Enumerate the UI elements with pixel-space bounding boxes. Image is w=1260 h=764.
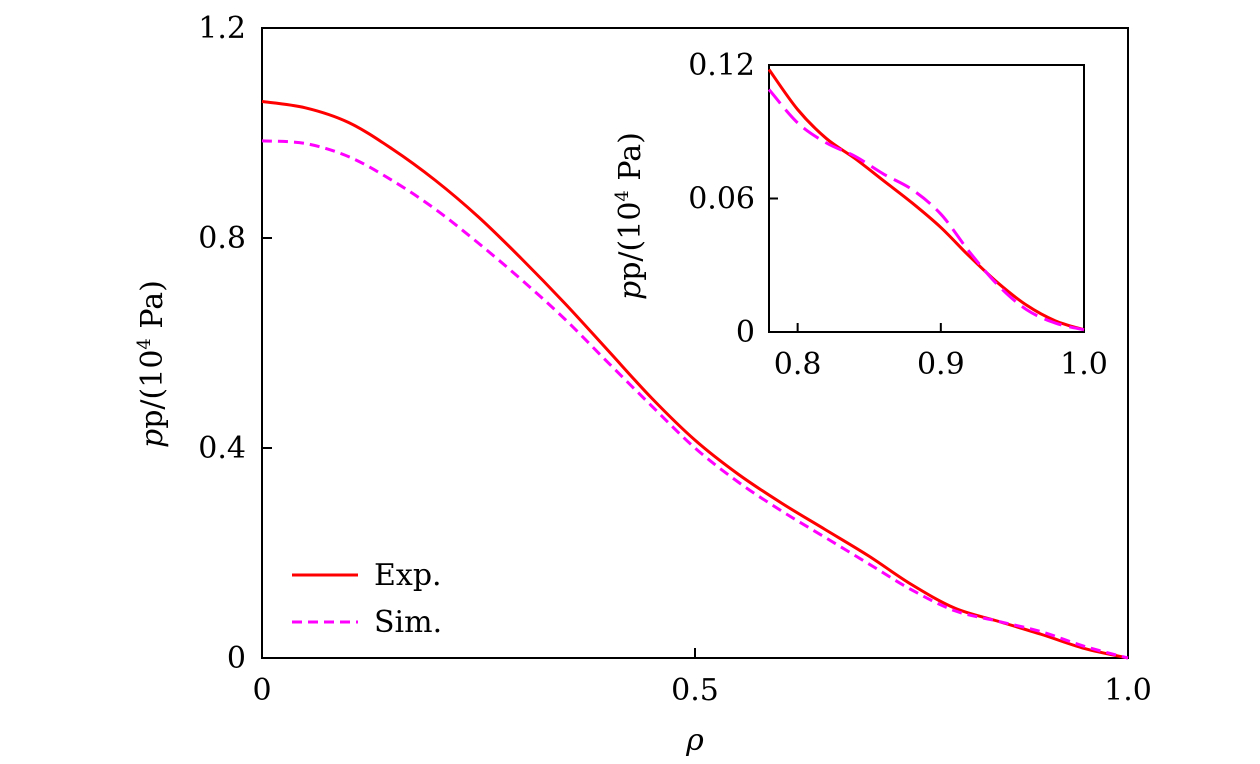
inset-x-tick-label: 0.8 [774,347,822,382]
main-x-tick-label: 0 [252,673,271,708]
main-x-tick-label: 0.5 [671,673,719,708]
main-y-tick-label: 0 [227,641,246,676]
inset-series-sim [767,88,1085,332]
inset-chart: 0.8 0.9 1.0 0 0.06 0.12 pp/(104 Pa) [612,48,1108,382]
inset-y-tick-label: 0.12 [688,48,755,83]
inset-y-tick-label: 0 [736,315,755,350]
main-x-axis-label: ρ [685,723,704,758]
main-y-tick-label: 0.8 [198,221,246,256]
inset-x-tick-label: 0.9 [917,347,965,382]
main-y-tick-label: 1.2 [198,11,246,46]
main-x-tick-label: 1.0 [1104,673,1152,708]
main-y-tick-label: 0.4 [198,431,246,466]
legend-label-sim: Sim. [374,605,442,640]
inset-x-tick-label: 1.0 [1060,347,1108,382]
inset-y-axis-label: pp/(104 Pa) [612,132,648,300]
main-chart: 0 0.5 1.0 0 0.4 0.8 1.2 pp/(104 Pa) ρ Exp. Sim… [134,11,1152,758]
legend-label-exp: Exp. [374,558,442,593]
inset-y-tick-label: 0.06 [688,182,755,217]
main-series-sim [261,139,1129,660]
main-y-axis-label: pp/(104 Pa) [134,280,170,448]
inset-plot-frame [768,64,1085,333]
legend: Exp. Sim. [292,558,442,640]
inset-series-exp [767,68,1085,332]
